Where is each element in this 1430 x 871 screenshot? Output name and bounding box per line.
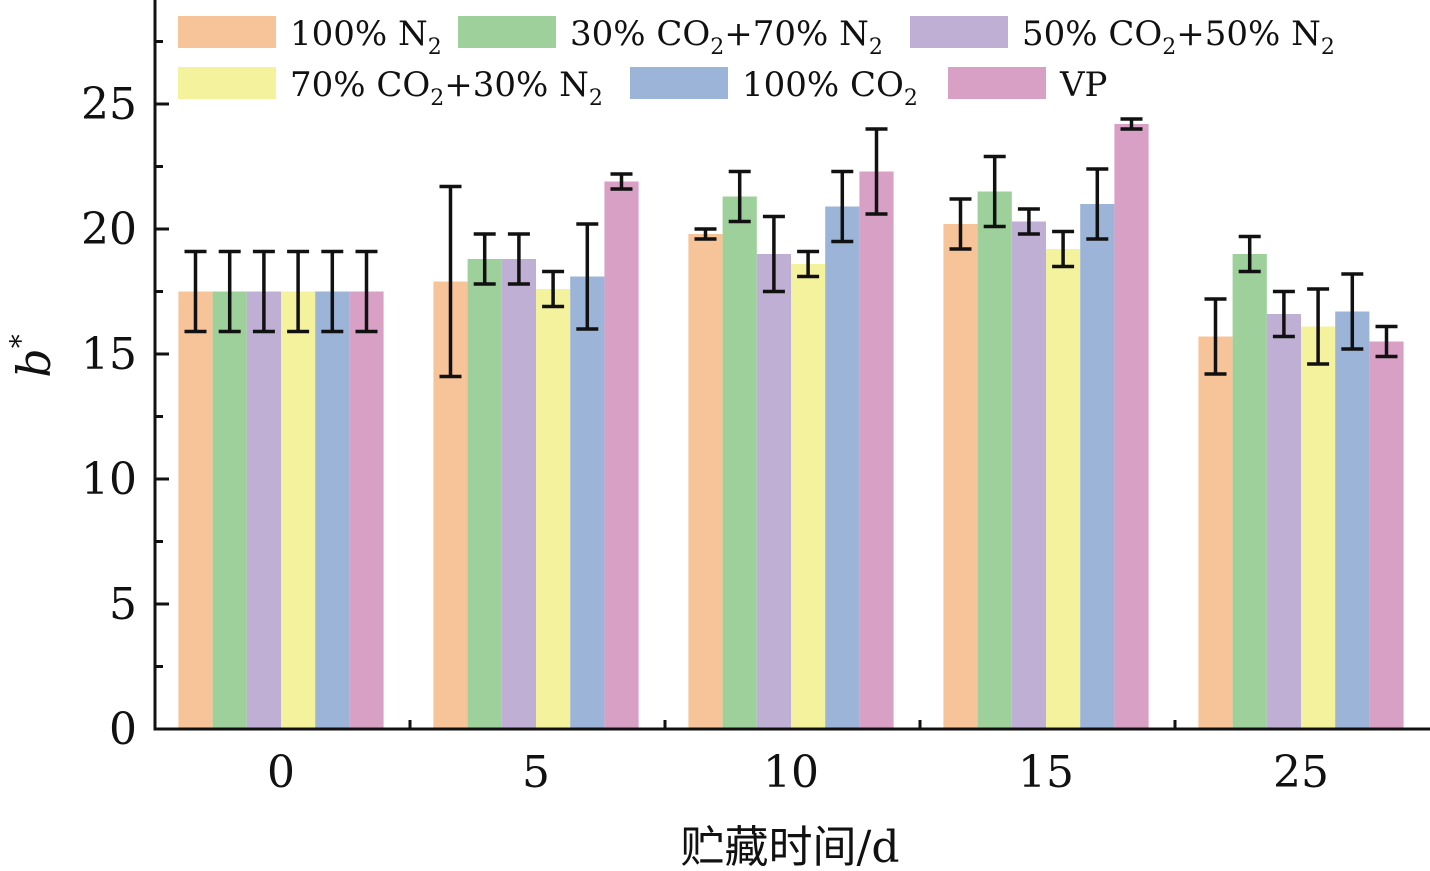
bar (178, 291, 213, 729)
legend-swatch (458, 16, 556, 48)
legend-swatch (178, 16, 276, 48)
bar (281, 291, 316, 729)
bar (825, 206, 860, 729)
bar (1080, 204, 1115, 729)
bar (791, 264, 826, 729)
bar (1301, 326, 1336, 729)
y-axis-title-superscript: * (4, 334, 37, 348)
legend-swatch (948, 67, 1046, 99)
bar (315, 291, 350, 729)
axes (153, 0, 1430, 731)
x-tick-label: 0 (267, 747, 295, 798)
bar (501, 259, 536, 729)
bar (859, 171, 894, 729)
bar (349, 291, 384, 729)
bar (1011, 221, 1046, 729)
y-tick-label: 20 (81, 204, 137, 255)
bar (467, 259, 502, 729)
legend-label: 30% CO2+70% N2 (570, 14, 883, 60)
bar (1046, 249, 1081, 729)
legend-swatch (178, 67, 276, 99)
x-axis-title: 贮藏时间/d (681, 822, 900, 871)
error-bars-layer (184, 117, 1398, 379)
bar (570, 276, 605, 729)
bars-layer (178, 124, 1404, 729)
y-tick-label: 10 (81, 454, 137, 505)
y-ticks: 0 5 10 15 20 25 (81, 40, 169, 755)
bar (536, 289, 571, 729)
x-tick-label: 10 (763, 747, 819, 798)
y-tick-label: 25 (81, 79, 137, 130)
bar (1266, 314, 1301, 729)
legend-label: 100% CO2 (742, 65, 918, 111)
bar (1232, 254, 1267, 729)
bar (1198, 336, 1233, 729)
bar (722, 196, 757, 729)
y-tick-label: 15 (81, 329, 137, 380)
legend-label: VP (1059, 65, 1107, 105)
bar (1114, 124, 1149, 729)
bar (246, 291, 281, 729)
legend-swatch (910, 16, 1008, 48)
legend: 100% N2 30% CO2+70% N2 50% CO2+50% N2 70% C… (178, 14, 1335, 111)
bar (756, 254, 791, 729)
legend-label: 70% CO2+30% N2 (290, 65, 603, 111)
y-axis-title: b* (4, 334, 61, 377)
bar (604, 181, 639, 729)
bar (688, 234, 723, 729)
legend-label: 50% CO2+50% N2 (1022, 14, 1335, 60)
legend-swatch (630, 67, 728, 99)
bar (1369, 341, 1404, 729)
y-tick-label: 5 (109, 579, 137, 630)
legend-label: 100% N2 (290, 14, 442, 60)
x-tick-label: 5 (522, 747, 550, 798)
bar (1335, 311, 1370, 729)
bar (943, 224, 978, 729)
bar (212, 291, 247, 729)
x-ticks: 0 5 10 15 25 (267, 720, 1329, 798)
y-axis-title-main: b (7, 348, 61, 377)
x-tick-label: 15 (1018, 747, 1074, 798)
bar (977, 191, 1012, 729)
x-tick-label: 25 (1273, 747, 1329, 798)
y-tick-label: 0 (109, 704, 137, 755)
